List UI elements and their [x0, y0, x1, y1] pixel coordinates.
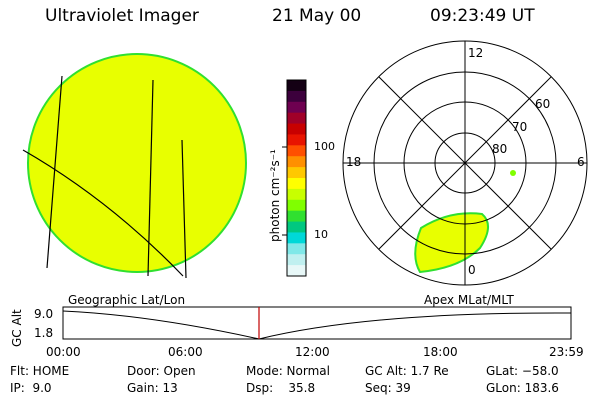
color-scale-cell: [287, 254, 306, 266]
instrument-title: Ultraviolet Imager: [45, 6, 199, 26]
geographic-caption: Geographic Lat/Lon: [68, 293, 186, 307]
mlt-label-dusk: 18: [346, 155, 362, 169]
polar-spoke: [378, 76, 552, 250]
color-scale-cell: [287, 188, 306, 201]
status-gc-alt: GC Alt: 1.7 Re: [365, 364, 449, 378]
time-tick: 06:00: [168, 345, 203, 359]
mlat-label: 70: [512, 120, 528, 134]
color-scale-cell: [287, 123, 306, 135]
timeline-y-tick: 9.0: [34, 307, 54, 321]
color-scale-cell: [287, 134, 306, 146]
color-scale-cell: [287, 199, 306, 212]
date-label: 21 May 00: [272, 6, 362, 26]
polar-plot: [342, 40, 588, 286]
status-dsp: Dsp: 35.8: [246, 381, 316, 395]
geographic-image: [22, 53, 247, 279]
mlat-label: 80: [492, 142, 508, 156]
color-scale-bar: [287, 80, 306, 277]
color-scale-cell: [287, 243, 306, 255]
status-flight: Flt: HOME: [10, 364, 70, 378]
apex-caption: Apex MLat/MLT: [424, 293, 514, 307]
timeline-frame: [62, 306, 572, 340]
longitude-line: [46, 75, 63, 269]
color-scale-cell: [287, 167, 306, 179]
time-tick: 12:00: [295, 345, 330, 359]
time-label: 09:23:49 UT: [430, 6, 535, 26]
timeline-y-axis-label: GC Alt: [10, 309, 24, 347]
color-scale-cell: [287, 145, 306, 157]
latitude-line: [22, 149, 184, 277]
mlt-label-midnight: 0: [468, 263, 476, 277]
status-gain: Gain: 13: [127, 381, 178, 395]
altitude-curve: [62, 310, 572, 340]
time-tick: 18:00: [423, 345, 458, 359]
time-tick: 23:59: [549, 345, 584, 359]
altitude-timeline: [62, 306, 572, 340]
status-ip: IP: 9.0: [10, 381, 52, 395]
status-door: Door: Open: [127, 364, 196, 378]
longitude-line: [181, 139, 187, 279]
color-scale-cell: [287, 221, 306, 233]
time-tick: 00:00: [46, 345, 81, 359]
status-glon: GLon: 183.6: [486, 381, 559, 395]
color-scale-cell: [287, 90, 306, 103]
color-scale-cell: [287, 178, 306, 190]
timeline-y-tick: 1.8: [34, 326, 54, 340]
earth-disk: [27, 53, 247, 273]
mlt-label-dawn: 6: [577, 155, 585, 169]
mlat-label: 60: [535, 97, 551, 111]
status-mode: Mode: Normal: [246, 364, 330, 378]
color-scale-cell: [287, 232, 306, 244]
color-scale-cell: [287, 265, 306, 277]
auroral-spot: [510, 170, 516, 176]
color-scale-cell: [287, 101, 306, 114]
colorbar-tick-label: 10: [314, 228, 328, 241]
mlt-label-noon: 12: [468, 46, 484, 60]
color-scale-border: [286, 79, 307, 277]
color-scale-cell: [287, 210, 306, 223]
colorbar-tick-label: 100: [314, 140, 335, 153]
status-seq: Seq: 39: [365, 381, 411, 395]
color-scale-cell: [287, 112, 306, 125]
color-scale-cell: [287, 156, 306, 168]
status-glat: GLat: −58.0: [486, 364, 559, 378]
colorbar-unit-label: photon cm⁻²s⁻¹: [268, 149, 282, 242]
auroral-oval: [414, 212, 489, 274]
color-scale-cell: [287, 80, 306, 92]
